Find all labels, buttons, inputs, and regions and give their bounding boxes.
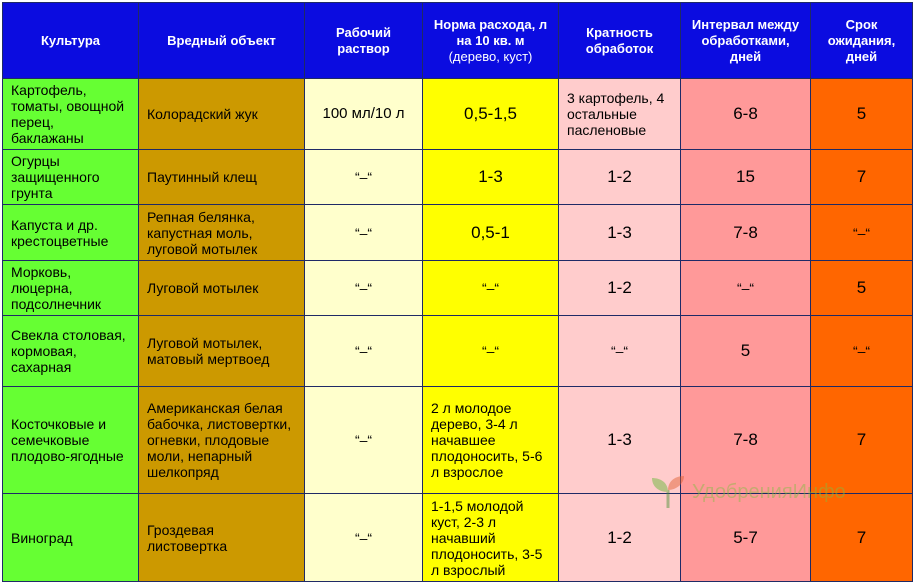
cell-interval: 5-7 — [680, 493, 811, 582]
header-rate-sub: (дерево, куст) — [448, 48, 533, 64]
table-row: Косточковые и семечковые плодово-ягодные… — [2, 386, 913, 494]
cell-wait: 7 — [810, 493, 913, 582]
cell-pest: Гроздевая листовертка — [138, 493, 305, 582]
cell-pest: Репная белянка, капустная моль, луговой … — [138, 204, 305, 261]
cell-count: 1-2 — [558, 493, 681, 582]
cell-interval: “–“ — [680, 260, 811, 316]
header-culture: Культура — [2, 2, 139, 79]
cell-rate: “–“ — [422, 315, 559, 387]
cell-interval: 15 — [680, 149, 811, 205]
table-row: Виноград Гроздевая листовертка “–“ 1-1,5… — [2, 493, 913, 582]
cell-wait: 7 — [810, 149, 913, 205]
cell-rate: 1-1,5 молодой куст, 2-3 л начавший плодо… — [422, 493, 559, 582]
cell-pest: Луговой мотылек — [138, 260, 305, 316]
cell-wait: “–“ — [810, 315, 913, 387]
table-row: Морковь, люцерна, подсолнечник Луговой м… — [2, 260, 913, 316]
cell-rate: “–“ — [422, 260, 559, 316]
cell-solution: “–“ — [304, 386, 423, 494]
header-interval: Интервал между обработками, дней — [680, 2, 811, 79]
cell-culture: Огурцы защищенного грунта — [2, 149, 139, 205]
cell-rate: 1-3 — [422, 149, 559, 205]
cell-wait: 7 — [810, 386, 913, 494]
cell-culture: Картофель, томаты, овощной перец, баклаж… — [2, 78, 139, 150]
cell-culture: Морковь, люцерна, подсолнечник — [2, 260, 139, 316]
cell-count: 1-3 — [558, 204, 681, 261]
header-count: Кратность обработок — [558, 2, 681, 79]
header-pest: Вредный объект — [138, 2, 305, 79]
cell-culture: Свекла столовая, кормовая, сахарная — [2, 315, 139, 387]
cell-count: 1-2 — [558, 149, 681, 205]
header-wait: Срок ожидания, дней — [810, 2, 913, 79]
cell-culture: Косточковые и семечковые плодово-ягодные — [2, 386, 139, 494]
header-solution: Рабочий раствор — [304, 2, 423, 79]
cell-rate: 0,5-1 — [422, 204, 559, 261]
cell-culture: Капуста и др. крестоцветные — [2, 204, 139, 261]
cell-rate: 2 л молодое дерево, 3-4 л начавшее плодо… — [422, 386, 559, 494]
cell-pest: Луговой мотылек, матовый мертвоед — [138, 315, 305, 387]
cell-solution: “–“ — [304, 315, 423, 387]
cell-count: 1-2 — [558, 260, 681, 316]
cell-count: 3 картофель, 4 остальные пасленовые — [558, 78, 681, 150]
cell-interval: 6-8 — [680, 78, 811, 150]
cell-interval: 7-8 — [680, 386, 811, 494]
table-row: Свекла столовая, кормовая, сахарная Луго… — [2, 315, 913, 387]
cell-wait: “–“ — [810, 204, 913, 261]
cell-solution: “–“ — [304, 493, 423, 582]
cell-wait: 5 — [810, 78, 913, 150]
table-row: Картофель, томаты, овощной перец, баклаж… — [2, 78, 913, 150]
cell-pest: Колорадский жук — [138, 78, 305, 150]
cell-count: 1-3 — [558, 386, 681, 494]
cell-rate: 0,5-1,5 — [422, 78, 559, 150]
cell-pest: Американская белая бабочка, листовертки,… — [138, 386, 305, 494]
cell-culture: Виноград — [2, 493, 139, 582]
cell-solution: 100 мл/10 л — [304, 78, 423, 150]
cell-interval: 7-8 — [680, 204, 811, 261]
cell-count: “–“ — [558, 315, 681, 387]
table-row: Капуста и др. крестоцветные Репная белян… — [2, 204, 913, 261]
header-row: Культура Вредный объект Рабочий раствор … — [2, 2, 913, 79]
cell-solution: “–“ — [304, 204, 423, 261]
cell-pest: Паутинный клещ — [138, 149, 305, 205]
cell-solution: “–“ — [304, 149, 423, 205]
header-rate: Норма расхода, л на 10 кв. м (дерево, кус… — [422, 2, 559, 79]
cell-solution: “–“ — [304, 260, 423, 316]
cell-wait: 5 — [810, 260, 913, 316]
cell-interval: 5 — [680, 315, 811, 387]
table-row: Огурцы защищенного грунта Паутинный клещ… — [2, 149, 913, 205]
